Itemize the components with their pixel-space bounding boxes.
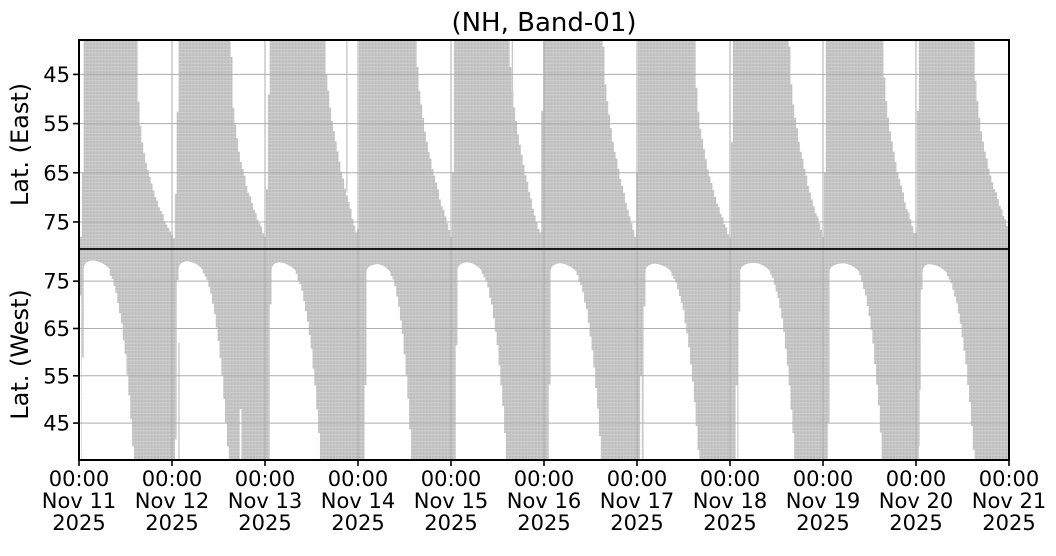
y-tick-label: 45 (43, 412, 70, 436)
x-tick-time: 00:00 (514, 467, 575, 491)
grid-layer (78, 40, 1010, 460)
x-tick-time: 00:00 (421, 467, 482, 491)
x-tick-date: Nov 17 (600, 489, 674, 513)
coverage-petal (738, 262, 795, 460)
coverage-gray-streak (511, 40, 514, 149)
x-tick-year: 2025 (889, 511, 942, 535)
x-tick-date: Nov 13 (228, 489, 302, 513)
x-tick-year: 2025 (52, 511, 105, 535)
x-tick-date: Nov 19 (786, 489, 860, 513)
x-tick-year: 2025 (517, 511, 570, 535)
coverage-gray-streak (346, 40, 348, 193)
x-tick-time: 00:00 (979, 467, 1040, 491)
coverage-gap (416, 40, 454, 237)
coverage-gap (325, 40, 359, 236)
x-tick-date: Nov 15 (414, 489, 488, 513)
panel-east (79, 40, 1009, 249)
coverage-petal (269, 262, 320, 460)
x-tick-year: 2025 (703, 511, 756, 535)
coverage-petal (455, 262, 506, 460)
x-tick-time: 00:00 (793, 467, 854, 491)
x-tick-year: 2025 (982, 511, 1035, 535)
y-tick-label: 75 (43, 210, 70, 234)
x-tick-time: 00:00 (328, 467, 389, 491)
y-tick-label: 75 (43, 270, 70, 294)
x-tick-year: 2025 (145, 511, 198, 535)
coverage-gray-streak (178, 342, 180, 460)
coverage-gap (788, 40, 826, 237)
coverage-petal (364, 264, 412, 460)
y-tick-label: 45 (43, 63, 70, 87)
x-tick-year: 2025 (610, 511, 663, 535)
chart-title: (NH, Band-01) (451, 8, 636, 38)
coverage-petal (81, 260, 134, 460)
x-tick-time: 00:00 (700, 467, 761, 491)
coverage-white-streak (239, 408, 242, 460)
coverage-petal (174, 261, 229, 460)
x-tick-time: 00:00 (49, 467, 110, 491)
coverage-gap (883, 40, 919, 237)
x-tick-year: 2025 (331, 511, 384, 535)
coverage-petal (827, 263, 882, 460)
x-tick-date: Nov 21 (972, 489, 1046, 513)
coverage-gap (509, 40, 544, 236)
x-tick-date: Nov 12 (135, 489, 209, 513)
coverage-gap (602, 40, 638, 237)
coverage-petal (548, 263, 601, 460)
coverage-white-streak (919, 389, 922, 460)
x-tick-time: 00:00 (886, 467, 947, 491)
coverage-petal (918, 264, 975, 460)
coverage-white-streak (640, 375, 642, 460)
x-tick-year: 2025 (424, 511, 477, 535)
y-tick-label: 55 (43, 364, 70, 388)
x-tick-time: 00:00 (142, 467, 203, 491)
x-tick-year: 2025 (238, 511, 291, 535)
x-tick-date: Nov 11 (42, 489, 116, 513)
x-tick-date: Nov 20 (879, 489, 953, 513)
y-tick-label: 65 (43, 161, 70, 185)
x-tick-year: 2025 (796, 511, 849, 535)
x-tick-date: Nov 18 (693, 489, 767, 513)
coverage-gap (695, 40, 733, 238)
y-axis-label-east: Lat. (East) (6, 83, 34, 206)
coverage-gap (230, 40, 270, 237)
coverage-white-streak (79, 295, 82, 460)
x-tick-date: Nov 14 (321, 489, 395, 513)
panels-layer (79, 40, 1009, 460)
y-tick-label: 65 (43, 317, 70, 341)
coverage-petal (643, 263, 700, 460)
y-axis-label-west: Lat. (West) (6, 289, 34, 419)
y-tick-label: 55 (43, 112, 70, 136)
coverage-white-streak (392, 342, 394, 460)
x-tick-time: 00:00 (607, 467, 668, 491)
x-tick-time: 00:00 (235, 467, 296, 491)
x-tick-date: Nov 16 (507, 489, 581, 513)
coverage-gap (974, 40, 1009, 230)
coverage-gap (137, 40, 179, 239)
coverage-gap (79, 40, 84, 237)
